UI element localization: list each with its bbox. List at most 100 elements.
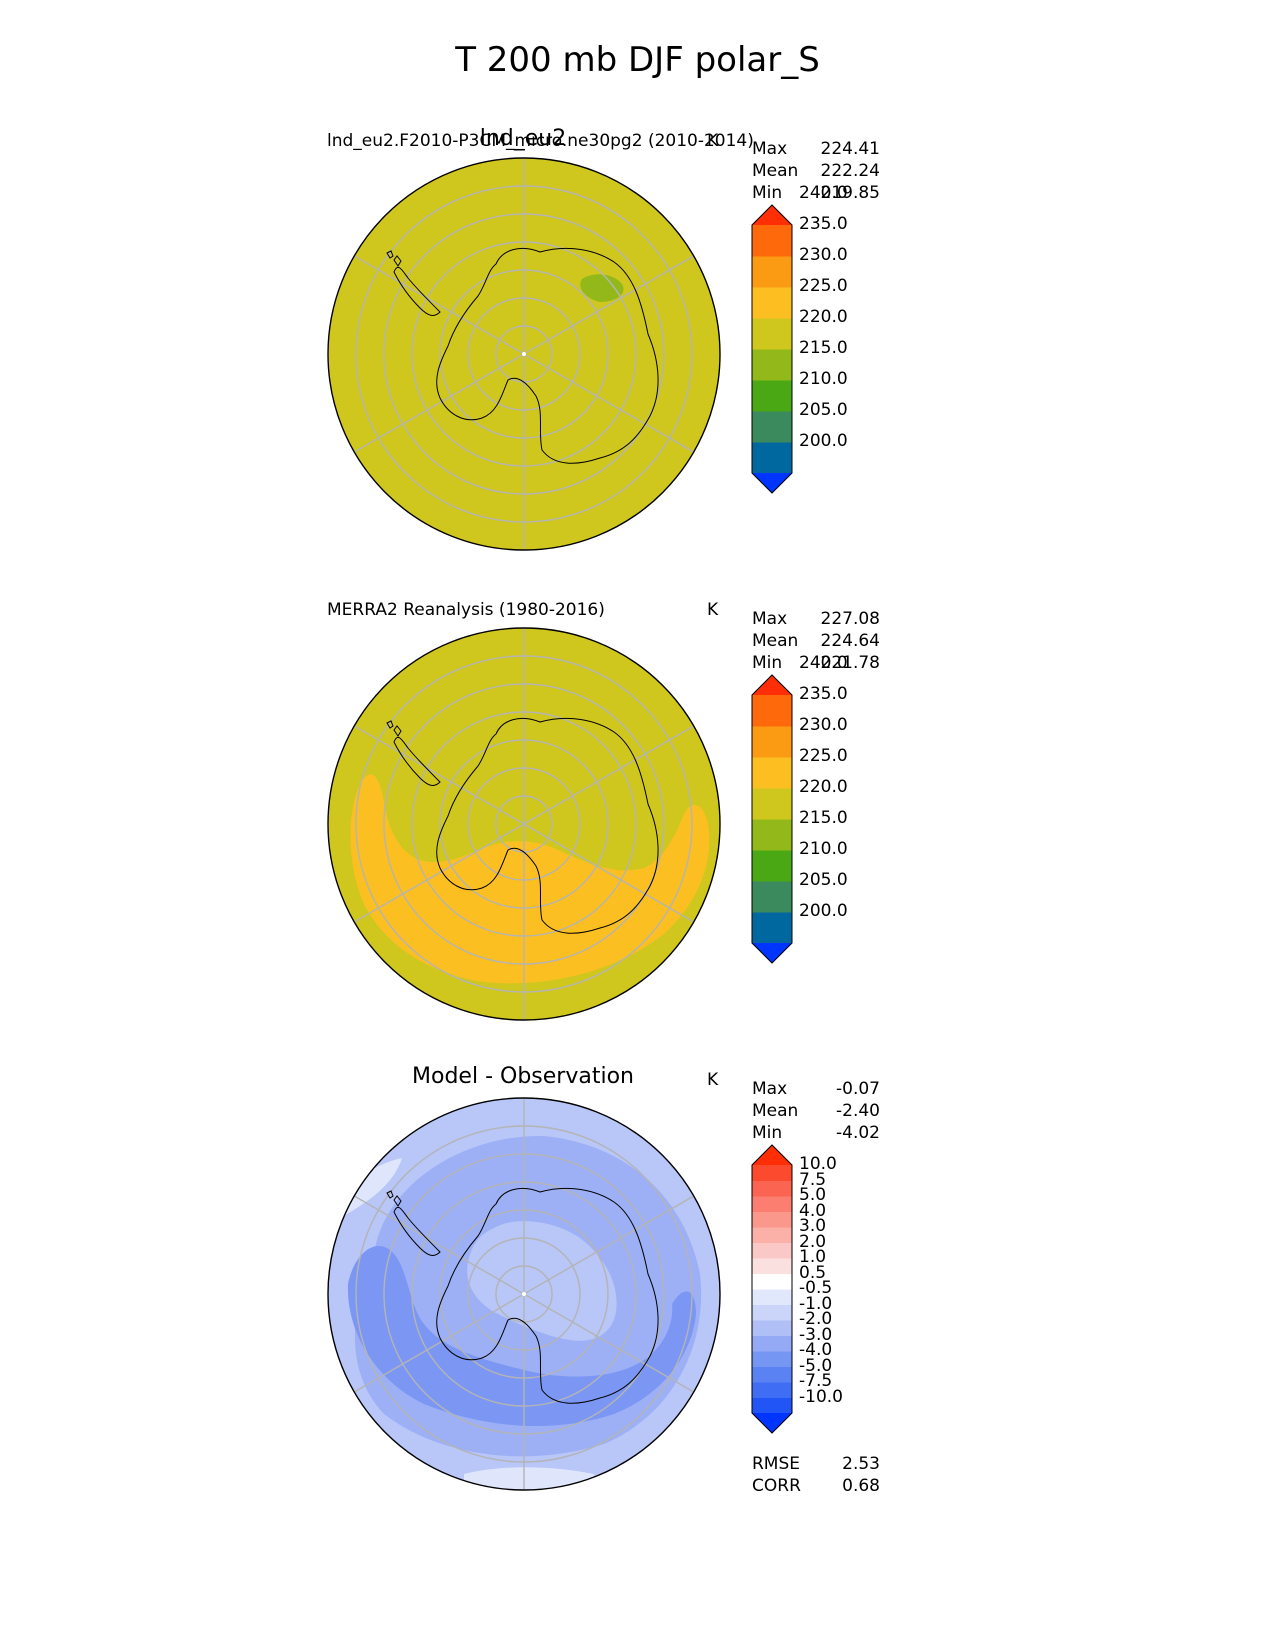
colorbar-segment bbox=[752, 1242, 792, 1259]
colorbar bbox=[751, 674, 793, 964]
colorbar-tick-label: 205.0 bbox=[799, 400, 848, 420]
colorbar-segment bbox=[752, 881, 792, 913]
colorbar-tick-label: 235.0 bbox=[799, 214, 848, 234]
colorbar-segment bbox=[752, 1165, 792, 1181]
colorbar-segment bbox=[752, 1382, 792, 1398]
colorbar-segment bbox=[752, 256, 792, 288]
colorbar-tick-label: 235.0 bbox=[799, 684, 848, 704]
colorbar-extend-max bbox=[752, 675, 792, 695]
colorbar-segment bbox=[752, 1180, 792, 1197]
colorbar-tick-label: 5.0 bbox=[799, 1185, 827, 1205]
stat-min-label: Min bbox=[752, 1123, 783, 1143]
stat-mean-value: -2.40 bbox=[836, 1101, 880, 1121]
stat-max-value: -0.07 bbox=[836, 1079, 880, 1099]
colorbar-tick-label: 215.0 bbox=[799, 808, 848, 828]
colorbar-tick-label: 1.0 bbox=[799, 1247, 827, 1267]
colorbar-tick-label: -10.0 bbox=[799, 1386, 843, 1407]
colorbar-tick-label: -1.0 bbox=[799, 1293, 833, 1314]
colorbar-segment bbox=[752, 819, 792, 851]
colorbar-tick-label: 210.0 bbox=[799, 369, 848, 389]
stat-min-label: Min bbox=[752, 183, 783, 203]
colorbar-segment bbox=[752, 850, 792, 882]
stat-rmse-label: RMSE bbox=[752, 1454, 801, 1474]
stat-min-label: Min bbox=[752, 653, 783, 673]
colorbar-segment bbox=[752, 225, 792, 257]
map-boundary bbox=[327, 1097, 721, 1491]
units-label: K bbox=[707, 600, 719, 620]
stat-min-value: 221.78 bbox=[820, 653, 880, 673]
stats-box: Max 227.08 Mean 224.64 Min 221.78 bbox=[752, 608, 880, 674]
colorbar-segment bbox=[752, 287, 792, 319]
colorbar-tick-label: 230.0 bbox=[799, 715, 848, 735]
colorbar-segment bbox=[752, 1397, 792, 1414]
colorbar-segment bbox=[752, 1366, 792, 1383]
antarctica-coastline bbox=[386, 247, 659, 464]
colorbar-segment bbox=[752, 349, 792, 381]
panel-left-label: MERRA2 Reanalysis (1980-2016) bbox=[327, 600, 605, 620]
colorbar-tick-label: 220.0 bbox=[799, 777, 848, 797]
colorbar-tick-label: 220.0 bbox=[799, 307, 848, 327]
colorbar-segment bbox=[752, 757, 792, 789]
panel-title: Model - Observation bbox=[412, 1064, 634, 1089]
colorbar-ticks: 200.0 205.0 210.0 215.0 220.0 225.0 230.0 235.0… bbox=[799, 0, 879, 920]
colorbar-extend-min bbox=[752, 1413, 792, 1433]
colorbar-segment bbox=[752, 1211, 792, 1228]
colorbar-segment bbox=[752, 411, 792, 443]
colorbar-ticks: -10.0 -7.5 -5.0 -4.0 -3.0 -2.0 -1.0 -0.5 0.5 1.0 2… bbox=[799, 0, 879, 1406]
colorbar-tick-label: -7.5 bbox=[799, 1371, 833, 1391]
stat-max-value: 227.08 bbox=[820, 609, 880, 629]
stat-min-value: 219.85 bbox=[820, 183, 880, 203]
colorbar-tick-label: 0.5 bbox=[799, 1262, 827, 1283]
colorbar-tick-label: -5.0 bbox=[799, 1355, 833, 1376]
colorbar-outline bbox=[751, 204, 793, 494]
stats-box: Max -0.07 Mean -2.40 Min -4.02 bbox=[752, 1078, 880, 1144]
stat-corr-label: CORR bbox=[752, 1476, 801, 1496]
colorbar-extend-max bbox=[752, 1145, 792, 1165]
colorbar-ticks: 200.0 205.0 210.0 215.0 220.0 225.0 230.0 235.0… bbox=[799, 0, 879, 450]
band-minus1-minus2 bbox=[467, 1221, 617, 1341]
colorbar-tick-label: 225.0 bbox=[799, 746, 848, 766]
colorbar-tick-label: 240.0 bbox=[799, 183, 848, 203]
colorbar-tick-label: 215.0 bbox=[799, 338, 848, 358]
map-boundary bbox=[327, 157, 721, 551]
colorbar-tick-label: 3.0 bbox=[799, 1216, 827, 1236]
colorbar-tick-label: 225.0 bbox=[799, 276, 848, 296]
stat-mean-value: 222.24 bbox=[820, 161, 880, 181]
colorbar-tick-label: 4.0 bbox=[799, 1200, 827, 1221]
colorbar-segment bbox=[752, 380, 792, 412]
stat-max-label: Max bbox=[752, 1079, 788, 1099]
stat-mean-label: Mean bbox=[752, 161, 799, 181]
colorbar-tick-label: -4.0 bbox=[799, 1340, 833, 1360]
pole-marker bbox=[522, 1292, 526, 1296]
colorbar-extend-min bbox=[752, 473, 792, 493]
colorbar-tick-label: -0.5 bbox=[799, 1278, 833, 1298]
colorbar-outline bbox=[751, 1144, 793, 1434]
colorbar-segment bbox=[752, 912, 792, 944]
colorbar-tick-label: 240.0 bbox=[799, 653, 848, 673]
colorbar-extend-min bbox=[752, 943, 792, 963]
stat-mean-value: 224.64 bbox=[820, 631, 880, 651]
colorbar-tick-label: 200.0 bbox=[799, 431, 848, 451]
colorbar-segment bbox=[752, 1304, 792, 1321]
stat-min-value: -4.02 bbox=[836, 1123, 880, 1143]
colorbar bbox=[751, 204, 793, 494]
antarctica-coastline bbox=[386, 1187, 659, 1404]
units-label: K bbox=[707, 131, 719, 151]
colorbar-tick-label: 2.0 bbox=[799, 1231, 827, 1252]
colorbar-outline bbox=[751, 674, 793, 964]
colorbar-segment bbox=[752, 318, 792, 350]
colorbar-tick-label: -3.0 bbox=[799, 1324, 833, 1345]
colorbar-tick-label: 10.0 bbox=[799, 1154, 837, 1174]
stat-max-label: Max bbox=[752, 609, 788, 629]
colorbar-tick-label: 210.0 bbox=[799, 839, 848, 859]
colorbar-segment bbox=[752, 788, 792, 820]
warm-band-225-230 bbox=[350, 774, 710, 984]
colorbar-segment bbox=[752, 1227, 792, 1243]
panel-title: lnd_eu2 bbox=[479, 126, 567, 151]
colorbar-extend-max bbox=[752, 205, 792, 225]
colorbar-segment bbox=[752, 695, 792, 727]
polar-map bbox=[327, 627, 721, 1021]
stat-mean-label: Mean bbox=[752, 1101, 799, 1121]
colorbar-tick-label: 230.0 bbox=[799, 245, 848, 265]
colorbar-segment bbox=[752, 1258, 792, 1274]
